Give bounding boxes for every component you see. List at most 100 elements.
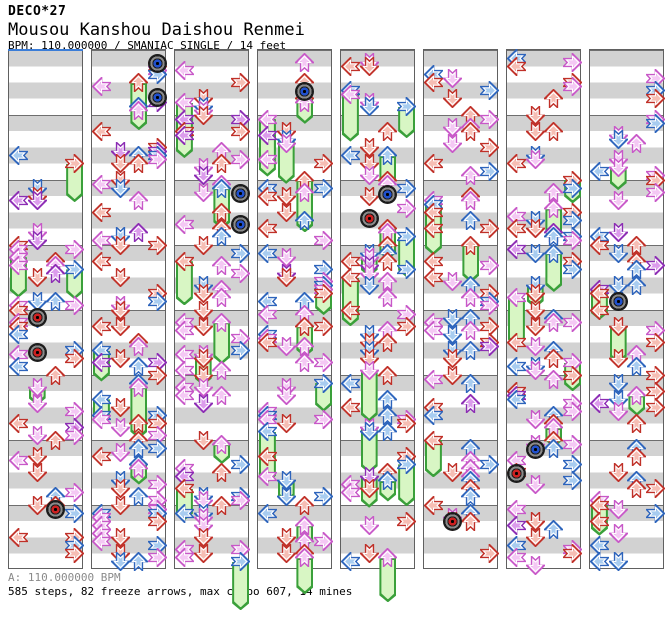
note-arrow-right bbox=[65, 154, 85, 174]
note-arrow-down bbox=[276, 186, 296, 206]
note-arrow-left bbox=[174, 503, 194, 523]
note-arrow-down bbox=[27, 463, 47, 482]
freeze-arrow-body-fill bbox=[400, 466, 413, 503]
note-arrow-left bbox=[8, 414, 28, 434]
note-arrow-down bbox=[276, 471, 296, 491]
note-arrow-down bbox=[27, 377, 47, 397]
note-arrow-up bbox=[212, 288, 232, 308]
note-arrow-down bbox=[359, 515, 379, 535]
note-arrow-right bbox=[314, 487, 334, 507]
note-arrow-left bbox=[174, 548, 194, 568]
note-arrow-right bbox=[231, 454, 251, 474]
note-arrow-down bbox=[608, 463, 628, 482]
note-arrow-down bbox=[110, 316, 130, 336]
note-arrow-right bbox=[65, 483, 85, 503]
note-arrow-down bbox=[110, 154, 130, 174]
note-arrow-down bbox=[193, 284, 213, 304]
note-arrow-down bbox=[442, 117, 462, 137]
note-arrow-down bbox=[193, 528, 213, 547]
note-arrow-left bbox=[506, 239, 526, 259]
note-arrow-right bbox=[231, 552, 251, 572]
note-arrow-up bbox=[295, 337, 315, 357]
note-arrow-up bbox=[378, 406, 398, 426]
note-arrow-up bbox=[544, 369, 564, 389]
note-arrow-left bbox=[257, 467, 277, 487]
note-arrow-down bbox=[442, 68, 462, 88]
note-arrow-right bbox=[314, 231, 334, 251]
chart-column-1 bbox=[8, 49, 85, 569]
header-title: Mousou Kanshou Daishou Renmei bbox=[8, 20, 305, 40]
note-arrow-right bbox=[65, 426, 85, 446]
note-arrow-right bbox=[397, 97, 417, 117]
note-arrow-up bbox=[212, 495, 232, 515]
freeze-arrow-body bbox=[342, 95, 359, 142]
note-arrow-down bbox=[359, 97, 379, 117]
note-arrow-left bbox=[8, 324, 28, 344]
note-arrow-right bbox=[148, 235, 168, 255]
note-arrow-right bbox=[231, 263, 251, 283]
note-arrow-down bbox=[359, 361, 379, 381]
note-arrow-left bbox=[340, 146, 360, 166]
freeze-arrow-body bbox=[545, 253, 562, 292]
note-arrow-right bbox=[563, 259, 583, 279]
note-arrow-up bbox=[461, 511, 481, 531]
chart-column-5 bbox=[340, 49, 417, 569]
note-arrow-up bbox=[295, 548, 315, 568]
note-arrow-down bbox=[193, 166, 213, 186]
note-arrow-right bbox=[563, 365, 583, 385]
note-arrow-right bbox=[314, 353, 334, 373]
note-arrow-up bbox=[129, 487, 149, 507]
mine bbox=[148, 87, 168, 107]
note-arrow-down bbox=[110, 268, 130, 287]
freeze-arrow-body bbox=[379, 558, 396, 603]
note-arrow-left bbox=[174, 479, 194, 499]
freeze-arrow-body-fill bbox=[234, 564, 247, 608]
note-arrow-right bbox=[231, 491, 251, 511]
note-arrow-down bbox=[442, 308, 462, 328]
note-arrow-down bbox=[442, 272, 462, 292]
note-arrow-left bbox=[174, 215, 194, 235]
mine bbox=[295, 81, 315, 101]
note-arrow-up bbox=[461, 320, 481, 340]
note-arrow-down bbox=[27, 426, 47, 446]
note-arrow-up bbox=[129, 73, 149, 92]
note-arrow-up bbox=[378, 389, 398, 409]
note-arrow-up bbox=[378, 251, 398, 271]
note-arrow-down bbox=[193, 300, 213, 320]
note-arrow-right bbox=[314, 410, 334, 430]
mine bbox=[231, 183, 251, 203]
note-arrow-down bbox=[359, 544, 379, 564]
note-arrow-up bbox=[212, 463, 232, 482]
note-arrow-down bbox=[27, 268, 47, 287]
note-arrow-down bbox=[110, 552, 130, 572]
note-arrow-down bbox=[608, 190, 628, 210]
note-arrow-up bbox=[378, 333, 398, 352]
note-arrow-up bbox=[295, 52, 315, 72]
note-arrow-right bbox=[148, 150, 168, 170]
freeze-arrow-body bbox=[508, 298, 525, 347]
note-arrow-down bbox=[276, 268, 296, 287]
note-arrow-right bbox=[65, 349, 85, 369]
note-arrow-up bbox=[461, 190, 481, 210]
note-arrow-left bbox=[91, 446, 111, 466]
note-arrow-left bbox=[506, 389, 526, 409]
header-artist: DECO*27 bbox=[8, 4, 67, 19]
note-arrow-up bbox=[212, 434, 232, 454]
footer-bpm: A: 110.000000 BPM bbox=[8, 571, 121, 584]
note-arrow-up bbox=[544, 198, 564, 218]
note-arrow-left bbox=[257, 422, 277, 442]
note-arrow-right bbox=[563, 434, 583, 454]
note-arrow-right bbox=[646, 255, 666, 275]
freeze-arrow-body bbox=[213, 322, 230, 364]
note-arrow-right bbox=[563, 52, 583, 72]
chart-column-3 bbox=[174, 49, 251, 572]
note-arrow-up bbox=[129, 190, 149, 210]
freeze-arrow-body-fill bbox=[317, 385, 330, 409]
note-arrow-up bbox=[212, 361, 232, 381]
note-arrow-left bbox=[340, 56, 360, 76]
note-arrow-right bbox=[397, 227, 417, 247]
note-arrow-right bbox=[480, 296, 500, 316]
note-arrow-right bbox=[397, 198, 417, 218]
mine bbox=[608, 291, 628, 311]
note-arrow-left bbox=[423, 268, 443, 287]
